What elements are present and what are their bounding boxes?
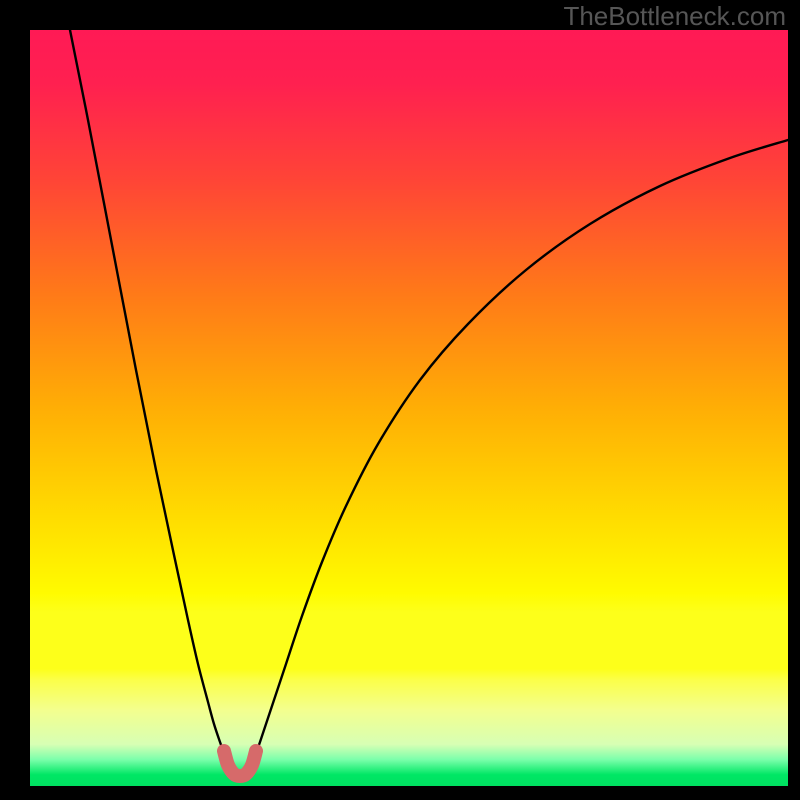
chart-plot-area [30, 30, 788, 786]
bottleneck-curve-right [256, 140, 788, 753]
watermark-label: TheBottleneck.com [563, 1, 786, 32]
bottleneck-trough-marker [224, 751, 256, 776]
bottleneck-curve-left [70, 30, 224, 753]
chart-curve-layer [30, 30, 788, 786]
